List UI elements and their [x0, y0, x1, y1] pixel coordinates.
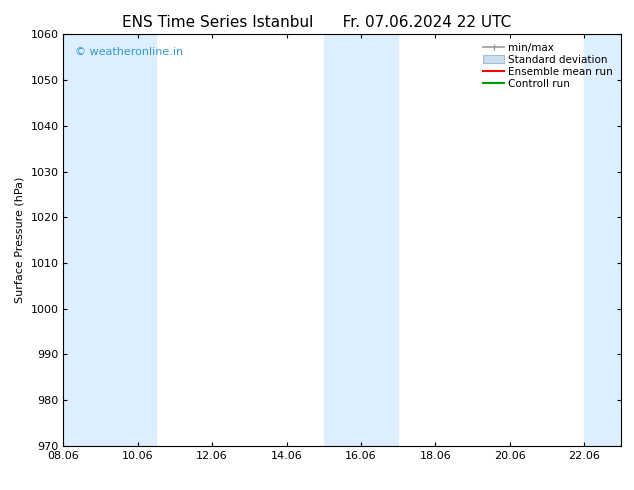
Text: ENS Time Series Istanbul      Fr. 07.06.2024 22 UTC: ENS Time Series Istanbul Fr. 07.06.2024 … [122, 15, 512, 30]
Legend: min/max, Standard deviation, Ensemble mean run, Controll run: min/max, Standard deviation, Ensemble me… [480, 40, 616, 92]
Bar [324, 34, 361, 446]
Bar [361, 34, 398, 446]
Bar [119, 34, 157, 446]
Bar [63, 34, 119, 446]
Y-axis label: Surface Pressure (hPa): Surface Pressure (hPa) [15, 177, 25, 303]
Bar [584, 34, 621, 446]
Text: © weatheronline.in: © weatheronline.in [75, 47, 183, 57]
